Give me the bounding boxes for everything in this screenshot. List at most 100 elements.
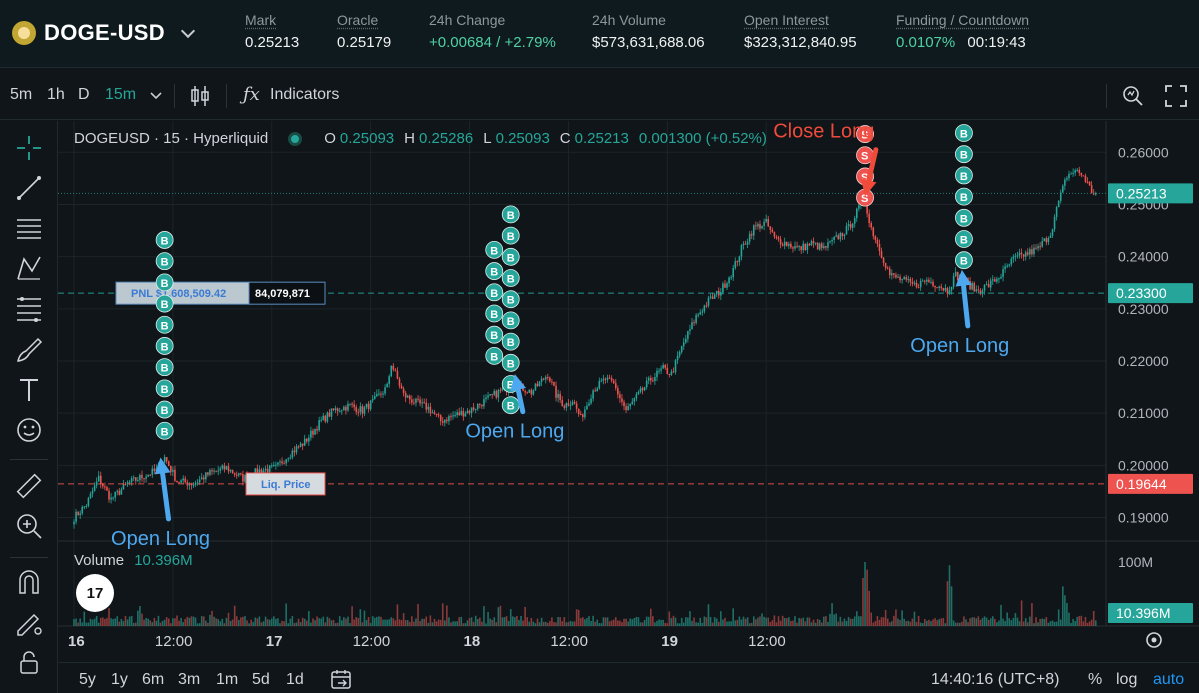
buy-marker-label: B [507,273,515,285]
candle-body [919,280,922,288]
fullscreen-icon[interactable] [1165,85,1187,107]
candle-body [565,403,568,408]
candle-body [989,280,992,288]
candle-body [460,411,463,415]
volume-bar [429,615,432,626]
volume-bar [940,618,943,626]
volume-bar [862,578,864,626]
range-1y[interactable]: 1y [111,671,128,688]
horizontal-lines-icon[interactable] [14,213,44,243]
volume-bar [682,622,685,626]
interval-5m[interactable]: 5m [10,86,33,103]
percent-toggle[interactable]: % [1088,671,1103,688]
volume-bar [794,616,796,626]
candle-body [670,371,673,375]
volume-bar [441,603,444,626]
text-tool-icon[interactable] [14,375,44,405]
zoom-in-icon[interactable] [14,511,44,541]
buy-marker [155,273,174,292]
candle-body [301,443,304,446]
candle-body [305,438,308,442]
buy-marker-label: B [161,320,169,332]
candle-body [851,223,854,228]
range-1m[interactable]: 1m [216,671,239,688]
volume-bar [384,619,386,626]
ruler-icon[interactable] [14,471,44,501]
volume-bar [816,618,819,626]
candle-body [180,480,182,483]
liq-price-label: Liq. Price [261,479,311,491]
tradingview-logo[interactable]: 17 [76,574,114,612]
lock-icon[interactable] [14,647,44,677]
volume-bar [705,617,708,626]
range-6m[interactable]: 6m [142,671,165,688]
volume-bar [431,622,434,626]
range-5y[interactable]: 5y [79,671,96,688]
volume-bar [487,611,489,626]
candle-body [608,377,611,379]
range-3m[interactable]: 3m [178,671,201,688]
interval-dropdown-icon[interactable] [150,92,162,100]
log-toggle[interactable]: log [1116,671,1138,688]
volume-bar [785,618,788,626]
candle-body [524,390,526,393]
candle-body [95,481,98,486]
candle-body [825,246,827,248]
range-5d[interactable]: 5d [252,671,270,688]
volume-bar [497,607,500,626]
volume-bar [897,618,899,626]
stat-mark-label[interactable]: Mark [245,12,277,28]
stat-oracle-label[interactable]: Oracle [337,12,379,28]
volume-bar [736,619,739,626]
indicators-button[interactable]: Indicators [270,86,340,103]
candle-body [678,352,681,356]
pattern-tool-icon[interactable] [14,253,44,283]
stat-funding-label[interactable]: Funding / Countdown [896,12,1030,28]
volume-bar [227,612,230,626]
brush-icon[interactable] [14,335,44,365]
fib-tool-icon[interactable] [14,293,44,323]
trend-line-icon[interactable] [14,173,44,203]
candle-body [287,458,290,460]
volume-bar [868,590,870,626]
candle-body [104,486,106,488]
clock-timezone[interactable]: 14:40:16 (UTC+8) [931,671,1060,688]
volume-bar [223,623,226,626]
buy-marker [955,208,973,227]
emoji-icon[interactable] [14,415,44,445]
volume-bar [341,620,343,626]
volume-bar [825,616,827,626]
candle-body [1051,229,1054,236]
candle-body [448,416,450,422]
volume-bar [610,620,613,626]
buy-marker-label: B [507,252,515,264]
volume-bar [273,616,275,626]
candle-body [404,392,407,398]
price-chart[interactable]: 0.260000.250000.240000.230000.220000.210… [58,121,1199,693]
range-1d[interactable]: 1d [286,671,304,688]
interval-1h[interactable]: 1h [47,86,65,103]
chart-area[interactable]: 0.26000 0.25000 0.24000 0.23000 0.22000 0.210… [58,121,1199,693]
interval-15m[interactable]: 15m [105,86,137,103]
candle-body [907,278,910,280]
quick-search-icon[interactable] [1121,84,1145,108]
date-range-icon[interactable] [330,668,352,690]
volume-bar [322,616,325,626]
interval-d[interactable]: D [78,86,90,103]
candle-body [777,237,780,240]
lock-drawing-icon[interactable] [14,607,44,637]
crosshair-icon[interactable] [14,133,44,163]
stat-open-interest-label[interactable]: Open Interest [744,12,829,28]
candles-icon[interactable] [190,84,210,108]
candle-body [878,243,881,252]
volume-bar [419,620,421,626]
candle-body [464,413,467,417]
candle-body [132,477,135,479]
magnet-icon[interactable] [14,567,44,597]
volume-bar [359,609,362,626]
candle-body [303,438,306,446]
candle-body [215,470,217,472]
indicators-icon[interactable]: ƒx [243,84,260,105]
auto-toggle[interactable]: auto [1153,671,1185,688]
symbol-selector[interactable]: DOGE-USD [12,16,196,50]
